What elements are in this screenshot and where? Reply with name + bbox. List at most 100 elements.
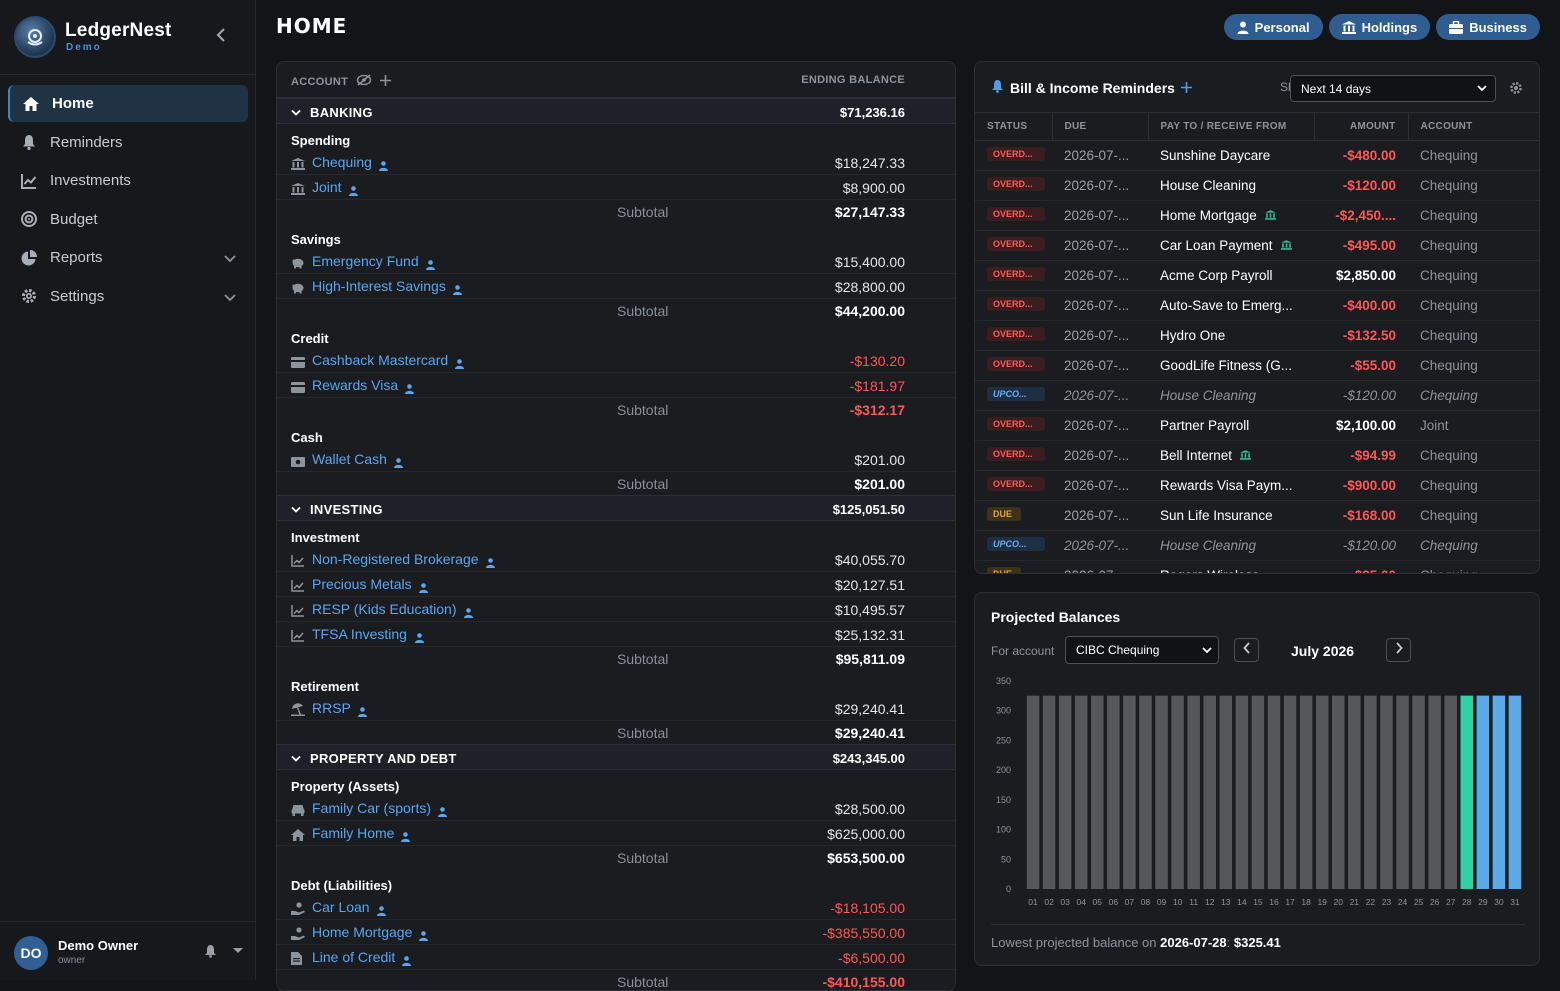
balance-bar[interactable] bbox=[1476, 695, 1490, 889]
section-header[interactable]: PROPERTY AND DEBT $243,345.00 bbox=[277, 744, 955, 770]
sidebar-item-budget[interactable]: Budget bbox=[8, 201, 248, 238]
balance-bar[interactable] bbox=[1155, 695, 1168, 889]
account-row[interactable]: Joint $8,900.00 bbox=[277, 175, 955, 200]
balance-bar[interactable] bbox=[1444, 695, 1457, 889]
balance-bar[interactable] bbox=[1091, 695, 1104, 889]
account-link[interactable]: Precious Metals bbox=[312, 576, 412, 592]
account-row[interactable]: Family Home $625,000.00 bbox=[277, 821, 955, 846]
reminder-row[interactable]: OVERD... 2026-07-... House Cleaning -$120.0… bbox=[975, 170, 1539, 201]
view-holdings-button[interactable]: Holdings bbox=[1328, 14, 1431, 40]
account-row[interactable]: Car Loan -$18,105.00 bbox=[277, 895, 955, 920]
sidebar-item-reports[interactable]: Reports bbox=[8, 239, 248, 276]
reminder-row[interactable]: OVERD... 2026-07-... Car Loan Payment -$495… bbox=[975, 230, 1539, 261]
account-link[interactable]: Car Loan bbox=[312, 899, 370, 915]
section-header[interactable]: INVESTING $125,051.50 bbox=[277, 495, 955, 521]
collapse-sidebar-button[interactable] bbox=[216, 28, 226, 45]
account-link[interactable]: RESP (Kids Education) bbox=[312, 601, 457, 617]
account-row[interactable]: Non-Registered Brokerage $40,055.70 bbox=[277, 547, 955, 572]
chevron-down-icon[interactable] bbox=[291, 751, 301, 766]
balance-bar[interactable] bbox=[1042, 695, 1056, 889]
reminder-row[interactable]: UPCO... 2026-07-... House Cleaning -$120.00… bbox=[975, 380, 1539, 411]
balance-bar[interactable] bbox=[1396, 695, 1409, 889]
account-link[interactable]: Joint bbox=[312, 179, 342, 195]
balance-bar[interactable] bbox=[1299, 695, 1313, 889]
balance-bar[interactable] bbox=[1428, 695, 1441, 889]
balance-bar[interactable] bbox=[1219, 695, 1233, 889]
sidebar-item-investments[interactable]: Investments bbox=[8, 162, 248, 199]
balance-bar[interactable] bbox=[1235, 695, 1249, 889]
balance-bar[interactable] bbox=[1364, 695, 1377, 889]
brand[interactable]: LedgerNest Demo bbox=[14, 16, 244, 60]
account-select[interactable]: CIBC Chequing bbox=[1065, 636, 1219, 664]
user-menu-chevron-down-icon[interactable] bbox=[233, 948, 243, 953]
reminder-row[interactable]: UPCO... 2026-07-... House Cleaning -$120.00… bbox=[975, 530, 1539, 561]
balance-bar[interactable] bbox=[1348, 695, 1361, 889]
reminder-row[interactable]: OVERD... 2026-07-... Hydro One -$132.50 Cheq… bbox=[975, 320, 1539, 351]
sidebar-item-reminders[interactable]: Reminders bbox=[8, 124, 248, 161]
column-header[interactable]: AMOUNT bbox=[1314, 113, 1409, 141]
account-link[interactable]: RRSP bbox=[312, 700, 351, 716]
reminder-row[interactable]: DUE 2026-07-... Rogers Wireless -$85.00Cheq… bbox=[975, 560, 1539, 573]
balance-bar[interactable] bbox=[1492, 695, 1506, 889]
account-link[interactable]: TFSA Investing bbox=[312, 626, 407, 642]
section-header[interactable]: BANKING $71,236.16 bbox=[277, 98, 955, 124]
account-link[interactable]: Line of Credit bbox=[312, 949, 396, 965]
account-row[interactable]: RESP (Kids Education) $10,495.57 bbox=[277, 597, 955, 622]
balance-bar[interactable] bbox=[1139, 695, 1152, 889]
column-header[interactable]: PAY TO / RECEIVE FROM bbox=[1148, 113, 1315, 141]
reminder-row[interactable]: OVERD... 2026-07-... Auto-Save to Emerg...… bbox=[975, 290, 1539, 321]
balance-bar[interactable] bbox=[1508, 695, 1522, 889]
account-row[interactable]: Cashback Mastercard -$130.20 bbox=[277, 348, 955, 373]
account-link[interactable]: High-Interest Savings bbox=[312, 278, 446, 294]
add-reminder-plus-icon[interactable] bbox=[1180, 80, 1192, 96]
account-row[interactable]: Rewards Visa -$181.97 bbox=[277, 373, 955, 398]
reminder-settings-gear-icon[interactable] bbox=[1509, 81, 1523, 98]
balance-bar[interactable] bbox=[1187, 695, 1200, 889]
account-row[interactable]: Emergency Fund $15,400.00 bbox=[277, 249, 955, 274]
hide-eye-slash-icon[interactable] bbox=[356, 74, 372, 89]
chevron-down-icon[interactable] bbox=[291, 502, 301, 517]
account-row[interactable]: Family Car (sports) $28,500.00 bbox=[277, 796, 955, 821]
balance-bar[interactable] bbox=[1074, 695, 1088, 889]
account-row[interactable]: Precious Metals $20,127.51 bbox=[277, 572, 955, 597]
column-header[interactable]: STATUS bbox=[975, 113, 1053, 141]
reminder-row[interactable]: OVERD... 2026-07-... GoodLife Fitness (G..… bbox=[975, 350, 1539, 381]
account-link[interactable]: Home Mortgage bbox=[312, 924, 413, 940]
balance-bar[interactable] bbox=[1203, 695, 1217, 889]
balance-bar[interactable] bbox=[1331, 695, 1345, 889]
account-row[interactable]: Wallet Cash $201.00 bbox=[277, 447, 955, 472]
chevron-down-icon[interactable] bbox=[291, 105, 301, 120]
reminder-row[interactable]: OVERD... 2026-07-... Bell Internet -$94.99 C… bbox=[975, 440, 1539, 471]
account-row[interactable]: High-Interest Savings $28,800.00 bbox=[277, 274, 955, 299]
account-row[interactable]: Home Mortgage -$385,550.00 bbox=[277, 920, 955, 945]
balance-bar[interactable] bbox=[1283, 695, 1297, 889]
reminder-row[interactable]: OVERD... 2026-07-... Home Mortgage -$2,450.… bbox=[975, 200, 1539, 231]
sidebar-item-settings[interactable]: Settings bbox=[8, 278, 248, 315]
range-select[interactable]: Next 14 days bbox=[1290, 75, 1496, 102]
reminder-row[interactable]: OVERD... 2026-07-... Partner Payroll $2,100… bbox=[975, 410, 1539, 441]
account-row[interactable]: RRSP $29,240.41 bbox=[277, 696, 955, 721]
next-month-button[interactable] bbox=[1386, 638, 1411, 662]
balance-bar[interactable] bbox=[1251, 695, 1265, 889]
account-link[interactable]: Chequing bbox=[312, 154, 372, 170]
account-row[interactable]: TFSA Investing $25,132.31 bbox=[277, 622, 955, 647]
balance-bar[interactable] bbox=[1412, 695, 1425, 889]
account-link[interactable]: Emergency Fund bbox=[312, 253, 419, 269]
balance-bar[interactable] bbox=[1267, 695, 1281, 889]
balance-bar[interactable] bbox=[1380, 695, 1393, 889]
notifications-bell-icon[interactable] bbox=[204, 944, 217, 961]
reminder-row[interactable]: DUE 2026-07-... Sun Life Insurance -$168.00… bbox=[975, 500, 1539, 531]
reminder-row[interactable]: OVERD... 2026-07-... Sunshine Daycare -$480… bbox=[975, 140, 1539, 171]
balance-bar[interactable] bbox=[1460, 695, 1474, 889]
balance-bar[interactable] bbox=[1315, 695, 1329, 889]
account-link[interactable]: Family Car (sports) bbox=[312, 800, 432, 816]
avatar[interactable]: DO bbox=[14, 936, 48, 970]
reminder-row[interactable]: OVERD... 2026-07-... Rewards Visa Paym... -… bbox=[975, 470, 1539, 501]
balance-bar[interactable] bbox=[1026, 695, 1040, 889]
reminder-row[interactable]: OVERD... 2026-07-... Acme Corp Payroll $2,8… bbox=[975, 260, 1539, 291]
account-link[interactable]: Rewards Visa bbox=[312, 377, 399, 393]
account-row[interactable]: Line of Credit -$6,500.00 bbox=[277, 945, 955, 970]
balance-bar[interactable] bbox=[1171, 695, 1184, 889]
view-personal-button[interactable]: Personal bbox=[1223, 14, 1323, 40]
balance-bar[interactable] bbox=[1123, 695, 1136, 889]
